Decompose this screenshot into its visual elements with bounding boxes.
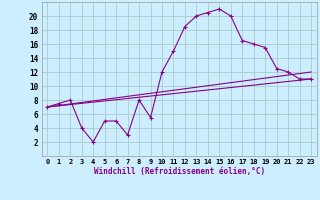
X-axis label: Windchill (Refroidissement éolien,°C): Windchill (Refroidissement éolien,°C) <box>94 167 265 176</box>
